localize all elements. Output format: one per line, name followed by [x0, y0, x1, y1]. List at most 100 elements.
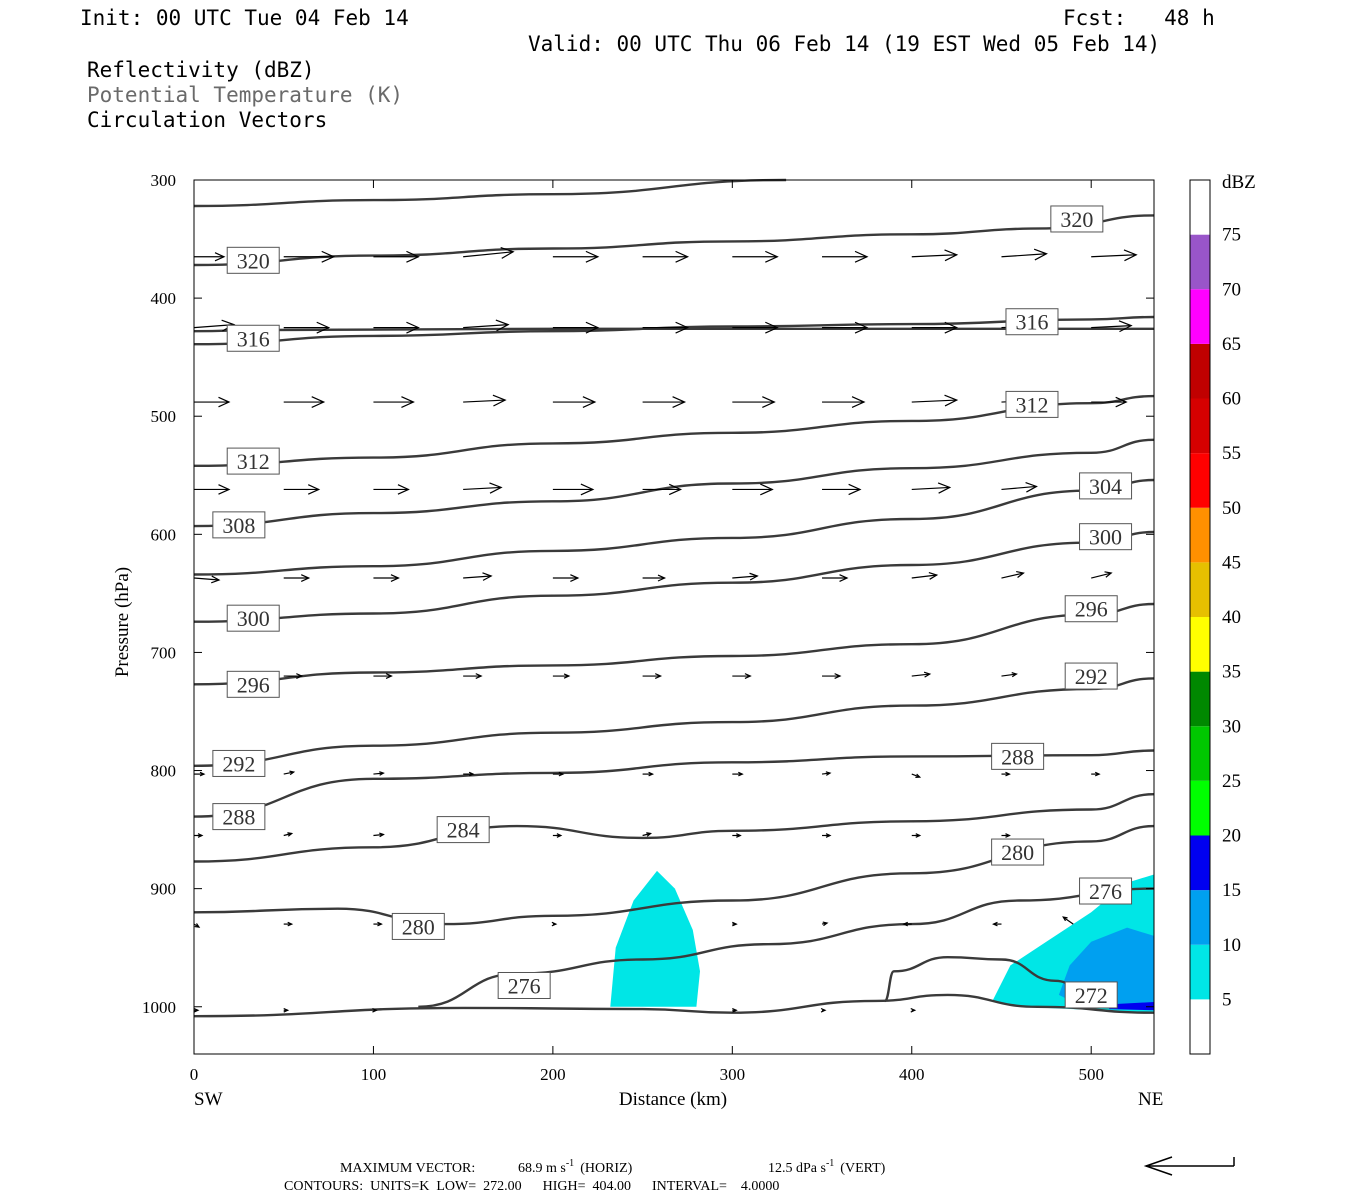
circulation-vector [822, 396, 866, 408]
vector-head [199, 771, 206, 777]
circulation-vector [822, 673, 842, 680]
contour-label: 312 [226, 447, 280, 475]
contour-label-text: 288 [1001, 744, 1034, 769]
vector-head [744, 673, 752, 680]
vector-head [738, 771, 744, 777]
vector-shaft [1001, 572, 1024, 579]
contour-label: 284 [436, 816, 490, 844]
vector-shaft [373, 833, 384, 837]
contour-label-box [1005, 308, 1059, 336]
vector-head [218, 484, 231, 495]
contour-label: 312 [1005, 390, 1059, 418]
x-tick-label: 100 [361, 1065, 387, 1084]
circulation-vector [732, 572, 759, 581]
vector-head [570, 574, 580, 582]
contour-label-box [1050, 205, 1104, 233]
vector-head [283, 1007, 290, 1013]
circulation-vector [992, 921, 1002, 927]
circulation-vector [732, 921, 738, 927]
contour-label: 316 [1005, 308, 1059, 336]
contour-label: 280 [991, 838, 1045, 866]
vector-head [296, 673, 304, 680]
contour-label-box [391, 912, 445, 940]
circulation-vector [1062, 916, 1074, 925]
vector-head [732, 921, 738, 927]
circulation-vector [193, 923, 201, 928]
circulation-vector [373, 673, 393, 680]
vector-head [765, 250, 779, 263]
contour-label-text: 284 [447, 818, 480, 843]
circulation-vector [642, 396, 687, 408]
circulation-vector [552, 321, 600, 334]
vector-head [406, 321, 420, 334]
vector-head [848, 483, 862, 496]
vector-head [1005, 771, 1011, 777]
circulation-vector [642, 250, 690, 263]
vector-head [654, 673, 663, 680]
contour-label: 288 [991, 742, 1045, 770]
isentrope-292k [193, 677, 1155, 767]
circulation-vector [373, 396, 415, 408]
vector-shaft [283, 771, 294, 775]
vector-head [321, 250, 336, 263]
x-axis-label: Distance (km) [619, 1089, 727, 1110]
vector-layer [193, 247, 1138, 1013]
circulation-vector [463, 572, 493, 581]
contour-label-box [212, 803, 266, 831]
colorbar-segment [1190, 944, 1210, 1000]
vector-head [760, 483, 774, 496]
circulation-vector [373, 250, 420, 263]
circulation-vector [194, 396, 231, 408]
colorbar-segment [1190, 453, 1210, 508]
colorbar-segment [1190, 835, 1210, 891]
circulation-vector [642, 483, 683, 496]
circulation-vector [1001, 771, 1011, 777]
vector-head [563, 673, 571, 679]
vector-head [1011, 672, 1018, 678]
vector-head [915, 833, 922, 838]
contour-label: 300 [1079, 523, 1133, 551]
contour-label-box [1064, 662, 1118, 690]
contour-label-box [226, 604, 280, 632]
vector-head [1016, 570, 1025, 578]
colorbar-level-label: 35 [1222, 662, 1241, 683]
reflectivity-area-15dbz [1109, 1002, 1154, 1011]
contour-label: 276 [497, 971, 551, 999]
vector-head [482, 572, 493, 581]
y-tick-label: 800 [151, 762, 177, 781]
circulation-vector [821, 921, 829, 927]
colorbar-frame [1189, 179, 1211, 1055]
circulation-vector [911, 773, 922, 778]
vector-shaft [463, 575, 492, 579]
vector-head [736, 833, 742, 838]
colorbar-segment [1190, 234, 1210, 290]
field-reflectivity: Reflectivity (dBZ) [87, 58, 315, 82]
circulation-vector [642, 673, 663, 680]
vector-shaft [1001, 485, 1037, 491]
contour-label: 316 [226, 324, 280, 352]
colorbar-segment [1190, 617, 1210, 672]
circulation-vector [1001, 248, 1048, 261]
circulation-vector [822, 833, 832, 838]
contour-label: 288 [212, 803, 266, 831]
vector-head [668, 483, 683, 496]
circulation-vector [911, 571, 939, 580]
vector-head [675, 321, 690, 334]
vector-head [287, 921, 294, 927]
colorbar-level-label: 20 [1222, 826, 1241, 847]
vector-head [311, 396, 326, 408]
vector-head [379, 832, 385, 838]
x-end-label-left: SW [194, 1089, 223, 1110]
colorbar-segment [1190, 780, 1210, 836]
circulation-vector [373, 574, 400, 582]
vector-head [820, 1007, 827, 1013]
circulation-vector [732, 833, 742, 838]
circulation-vector [283, 921, 294, 927]
valid-time: Valid: 00 UTC Thu 06 Feb 14 (19 EST Wed … [528, 32, 1161, 56]
colorbar-segment [1190, 180, 1210, 235]
vector-shaft [1001, 673, 1017, 677]
circulation-vector [642, 832, 653, 837]
isentrope-276k [193, 993, 1155, 1018]
circulation-vector [822, 574, 849, 582]
vector-head [558, 771, 565, 777]
